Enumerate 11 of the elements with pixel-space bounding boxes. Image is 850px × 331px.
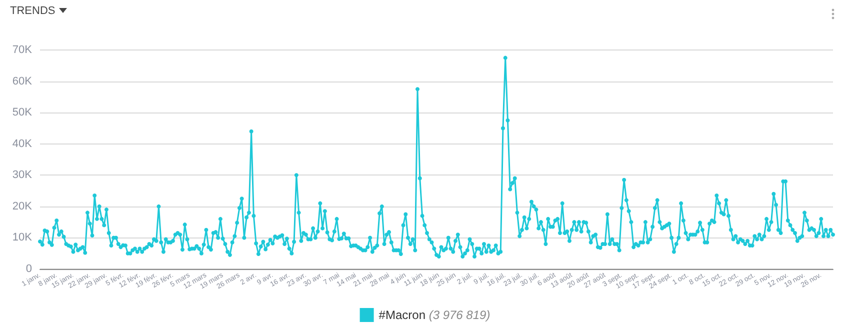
y-tick-label: 20K xyxy=(12,200,33,212)
y-tick-label: 10K xyxy=(12,232,33,244)
legend-label: #Macron xyxy=(378,308,426,322)
y-tick-label: 40K xyxy=(12,138,33,150)
y-tick-label: 30K xyxy=(12,169,33,182)
text: (3 976 819) xyxy=(428,308,490,322)
chart-title: TRENDS xyxy=(10,5,56,17)
y-tick-label: 0 xyxy=(26,263,32,275)
y-tick-label: 60K xyxy=(12,75,33,88)
y-tick-label: 50K xyxy=(12,106,33,119)
y-tick-label: 70K xyxy=(12,44,33,56)
